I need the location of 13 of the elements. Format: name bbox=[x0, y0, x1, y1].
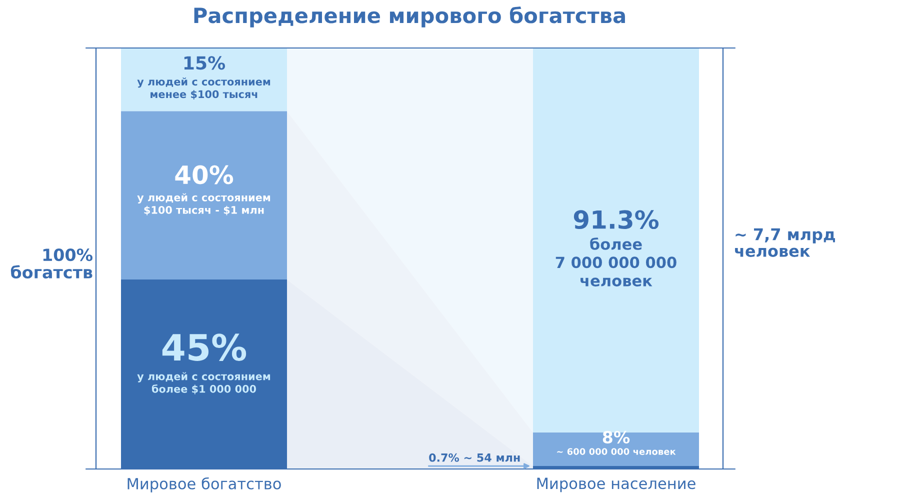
x-tick-label: Мировое население bbox=[537, 478, 696, 492]
text: 100% богатств bbox=[10, 248, 92, 279]
data-label: 45% у людей с состоянием более $1 000 000 bbox=[137, 334, 270, 394]
bar bbox=[533, 432, 699, 466]
x-tick-label: Мировое богатство bbox=[128, 477, 281, 492]
data-label: 15% у людей с состоянием менее $100 тысяч bbox=[137, 56, 270, 100]
annotation: 0.7% ~ 54 млн bbox=[429, 453, 520, 462]
text: ~ 7,7 млрд человек bbox=[735, 228, 835, 257]
data-label: 40% у людей с состоянием $100 тысяч - $1 млн bbox=[137, 165, 270, 216]
bar bbox=[121, 48, 287, 112]
data-label: 8% ~ 600 000 000 человек bbox=[557, 430, 676, 455]
chart-title: Распределение мирового богатства bbox=[194, 6, 625, 28]
data-label: 91.3% более 7 000 000 000 человек bbox=[556, 210, 676, 286]
